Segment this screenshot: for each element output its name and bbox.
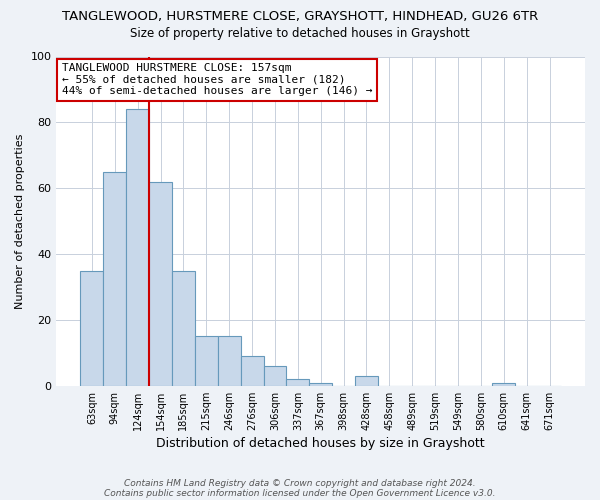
Bar xyxy=(218,336,241,386)
Text: Contains HM Land Registry data © Crown copyright and database right 2024.: Contains HM Land Registry data © Crown c… xyxy=(124,478,476,488)
Text: TANGLEWOOD HURSTMERE CLOSE: 157sqm
← 55% of detached houses are smaller (182)
44: TANGLEWOOD HURSTMERE CLOSE: 157sqm ← 55%… xyxy=(62,63,372,96)
Bar xyxy=(493,382,515,386)
Bar xyxy=(263,366,286,386)
Y-axis label: Number of detached properties: Number of detached properties xyxy=(15,134,25,309)
Text: Contains public sector information licensed under the Open Government Licence v3: Contains public sector information licen… xyxy=(104,488,496,498)
Bar xyxy=(195,336,218,386)
Bar xyxy=(241,356,263,386)
Bar xyxy=(149,182,172,386)
Text: TANGLEWOOD, HURSTMERE CLOSE, GRAYSHOTT, HINDHEAD, GU26 6TR: TANGLEWOOD, HURSTMERE CLOSE, GRAYSHOTT, … xyxy=(62,10,538,23)
Text: Size of property relative to detached houses in Grayshott: Size of property relative to detached ho… xyxy=(130,28,470,40)
Bar xyxy=(80,270,103,386)
Bar xyxy=(103,172,126,386)
X-axis label: Distribution of detached houses by size in Grayshott: Distribution of detached houses by size … xyxy=(157,437,485,450)
Bar xyxy=(126,109,149,386)
Bar xyxy=(172,270,195,386)
Bar xyxy=(355,376,378,386)
Bar xyxy=(309,382,332,386)
Bar xyxy=(286,379,309,386)
